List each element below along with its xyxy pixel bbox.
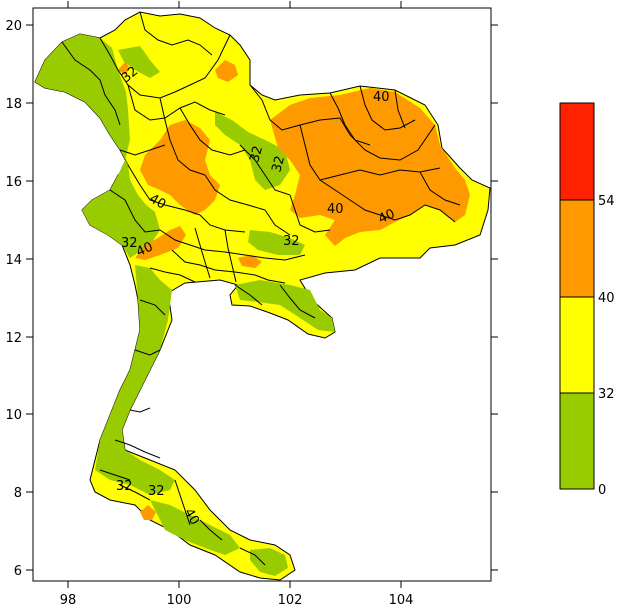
- y-tick-label: 20: [5, 19, 22, 34]
- y-tick-label: 10: [5, 408, 22, 423]
- contour-label: 40: [376, 207, 397, 228]
- y-tick-label: 14: [5, 253, 22, 268]
- axis-ticks: [26, 1, 498, 588]
- y-tick-label: 8: [14, 486, 22, 501]
- x-tick-label: 100: [167, 593, 192, 608]
- contour-label: 32: [283, 234, 300, 249]
- contour-label: 40: [327, 202, 344, 217]
- contour-labels: 32 32 32 40 40 40 40 32 40 32 32 32 40: [116, 64, 397, 528]
- contour-label: 40: [373, 90, 390, 105]
- zone-0-32: [35, 34, 335, 576]
- y-tick-label: 16: [5, 175, 22, 190]
- x-tick-label: 102: [278, 593, 303, 608]
- zone-40-54: [118, 60, 470, 520]
- x-tick-label: 104: [389, 593, 414, 608]
- contour-label: 40: [181, 506, 202, 528]
- contour-label: 32: [148, 484, 165, 499]
- y-axis-labels: 20 18 16 14 12 10 8 6: [5, 19, 22, 579]
- contour-label: 32: [269, 154, 288, 174]
- x-tick-label: 98: [60, 593, 77, 608]
- contour-label: 40: [146, 191, 168, 212]
- contour-label: 32: [121, 236, 138, 251]
- x-axis-labels: 98 100 102 104: [60, 593, 414, 608]
- y-tick-label: 18: [5, 97, 22, 112]
- y-tick-label: 6: [14, 564, 22, 579]
- province-boundaries: [61, 11, 461, 566]
- y-tick-label: 12: [5, 331, 22, 346]
- contour-label: 32: [116, 479, 133, 494]
- contour-label: 40: [134, 240, 155, 261]
- contour-label: 32: [247, 144, 266, 164]
